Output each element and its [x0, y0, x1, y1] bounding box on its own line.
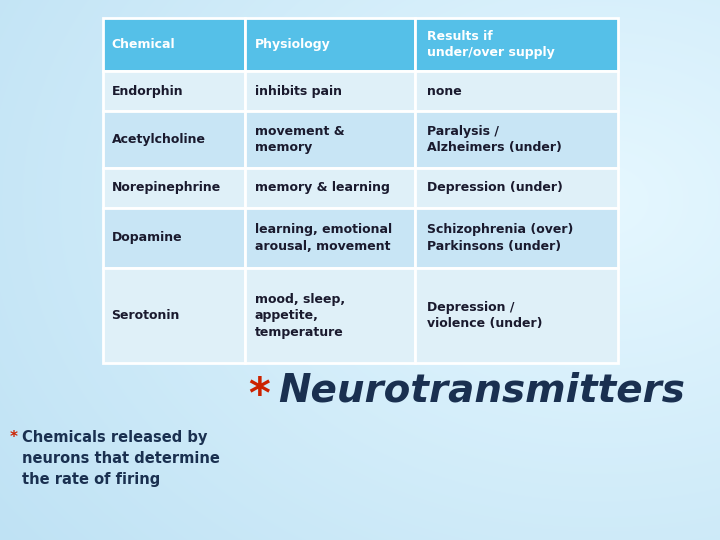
Text: mood, sleep,
appetite,
temperature: mood, sleep, appetite, temperature [255, 293, 345, 339]
Text: Chemical: Chemical [112, 38, 175, 51]
Text: Norepinephrine: Norepinephrine [112, 181, 221, 194]
Text: Depression /
violence (under): Depression / violence (under) [427, 301, 542, 330]
FancyBboxPatch shape [245, 208, 415, 268]
Text: inhibits pain: inhibits pain [255, 85, 342, 98]
Text: Neurotransmitters: Neurotransmitters [278, 371, 685, 409]
FancyBboxPatch shape [245, 268, 415, 363]
FancyBboxPatch shape [103, 18, 245, 71]
FancyBboxPatch shape [245, 111, 415, 168]
FancyBboxPatch shape [245, 71, 415, 111]
Text: Results if
under/over supply: Results if under/over supply [427, 30, 554, 59]
FancyBboxPatch shape [415, 168, 618, 208]
FancyBboxPatch shape [415, 71, 618, 111]
Text: Chemicals released by
neurons that determine
the rate of firing: Chemicals released by neurons that deter… [22, 430, 220, 487]
FancyBboxPatch shape [103, 208, 245, 268]
FancyBboxPatch shape [415, 208, 618, 268]
FancyBboxPatch shape [103, 168, 245, 208]
FancyBboxPatch shape [103, 268, 245, 363]
Text: Serotonin: Serotonin [112, 309, 180, 322]
FancyBboxPatch shape [245, 168, 415, 208]
Text: *: * [10, 430, 18, 445]
FancyBboxPatch shape [415, 18, 618, 71]
Text: Physiology: Physiology [255, 38, 330, 51]
FancyBboxPatch shape [415, 111, 618, 168]
Text: Dopamine: Dopamine [112, 232, 182, 245]
Text: Endorphin: Endorphin [112, 85, 183, 98]
FancyBboxPatch shape [103, 111, 245, 168]
Text: *: * [248, 375, 270, 417]
FancyBboxPatch shape [103, 71, 245, 111]
Text: Depression (under): Depression (under) [427, 181, 562, 194]
Text: memory & learning: memory & learning [255, 181, 390, 194]
Text: Paralysis /
Alzheimers (under): Paralysis / Alzheimers (under) [427, 125, 562, 154]
Text: learning, emotional
arousal, movement: learning, emotional arousal, movement [255, 223, 392, 253]
Text: Schizophrenia (over)
Parkinsons (under): Schizophrenia (over) Parkinsons (under) [427, 223, 573, 253]
Text: movement &
memory: movement & memory [255, 125, 344, 154]
Text: none: none [427, 85, 462, 98]
Text: Acetylcholine: Acetylcholine [112, 133, 205, 146]
FancyBboxPatch shape [245, 18, 415, 71]
FancyBboxPatch shape [415, 268, 618, 363]
